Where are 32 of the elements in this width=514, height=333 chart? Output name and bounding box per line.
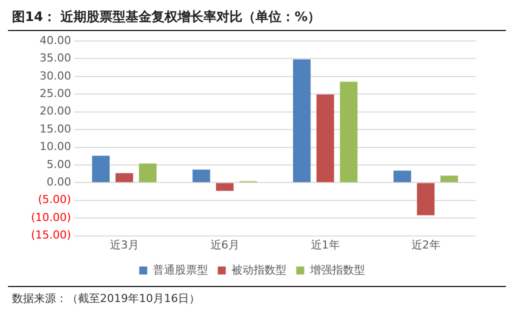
bar [138, 164, 157, 182]
bar [394, 170, 412, 182]
x-tick-label: 近1年 [310, 238, 340, 252]
y-tick-label: 10.00 [40, 140, 72, 154]
bar [192, 170, 210, 182]
bar [216, 183, 234, 191]
bar [293, 59, 311, 182]
y-tick-label: 40.00 [40, 34, 72, 47]
x-tick-label: 近6月 [210, 238, 240, 252]
bar [316, 94, 334, 182]
y-tick-label: 20.00 [40, 104, 72, 118]
bar [416, 183, 435, 216]
y-tick-label: (5.00) [38, 193, 72, 206]
legend-label: 普通股票型 [152, 263, 208, 276]
legend-label: 增强指数型 [308, 263, 365, 276]
legend-label: 被动指数型 [231, 263, 286, 276]
bar [116, 173, 134, 182]
y-tick-label: 15.00 [40, 122, 72, 136]
bar [440, 176, 458, 182]
y-tick-label: (10.00) [30, 210, 72, 224]
x-tick-label: 近2年 [411, 238, 440, 252]
y-tick-label: 0.00 [46, 176, 72, 189]
y-tick-label: 30.00 [40, 69, 72, 82]
x-tick-label: 近3月 [110, 238, 139, 252]
y-tick-label: 5.00 [46, 158, 72, 171]
y-tick-label: 35.00 [40, 52, 72, 65]
source-note: 数据来源：（截至2019年10月16日） [12, 291, 201, 306]
chart-title: 图14： 近期股票型基金复权增长率对比（单位：%） [8, 8, 506, 31]
bar [340, 82, 358, 182]
y-tick-label: (15.00) [30, 228, 72, 242]
bar [92, 156, 110, 182]
y-tick-label: 25.00 [40, 86, 72, 100]
